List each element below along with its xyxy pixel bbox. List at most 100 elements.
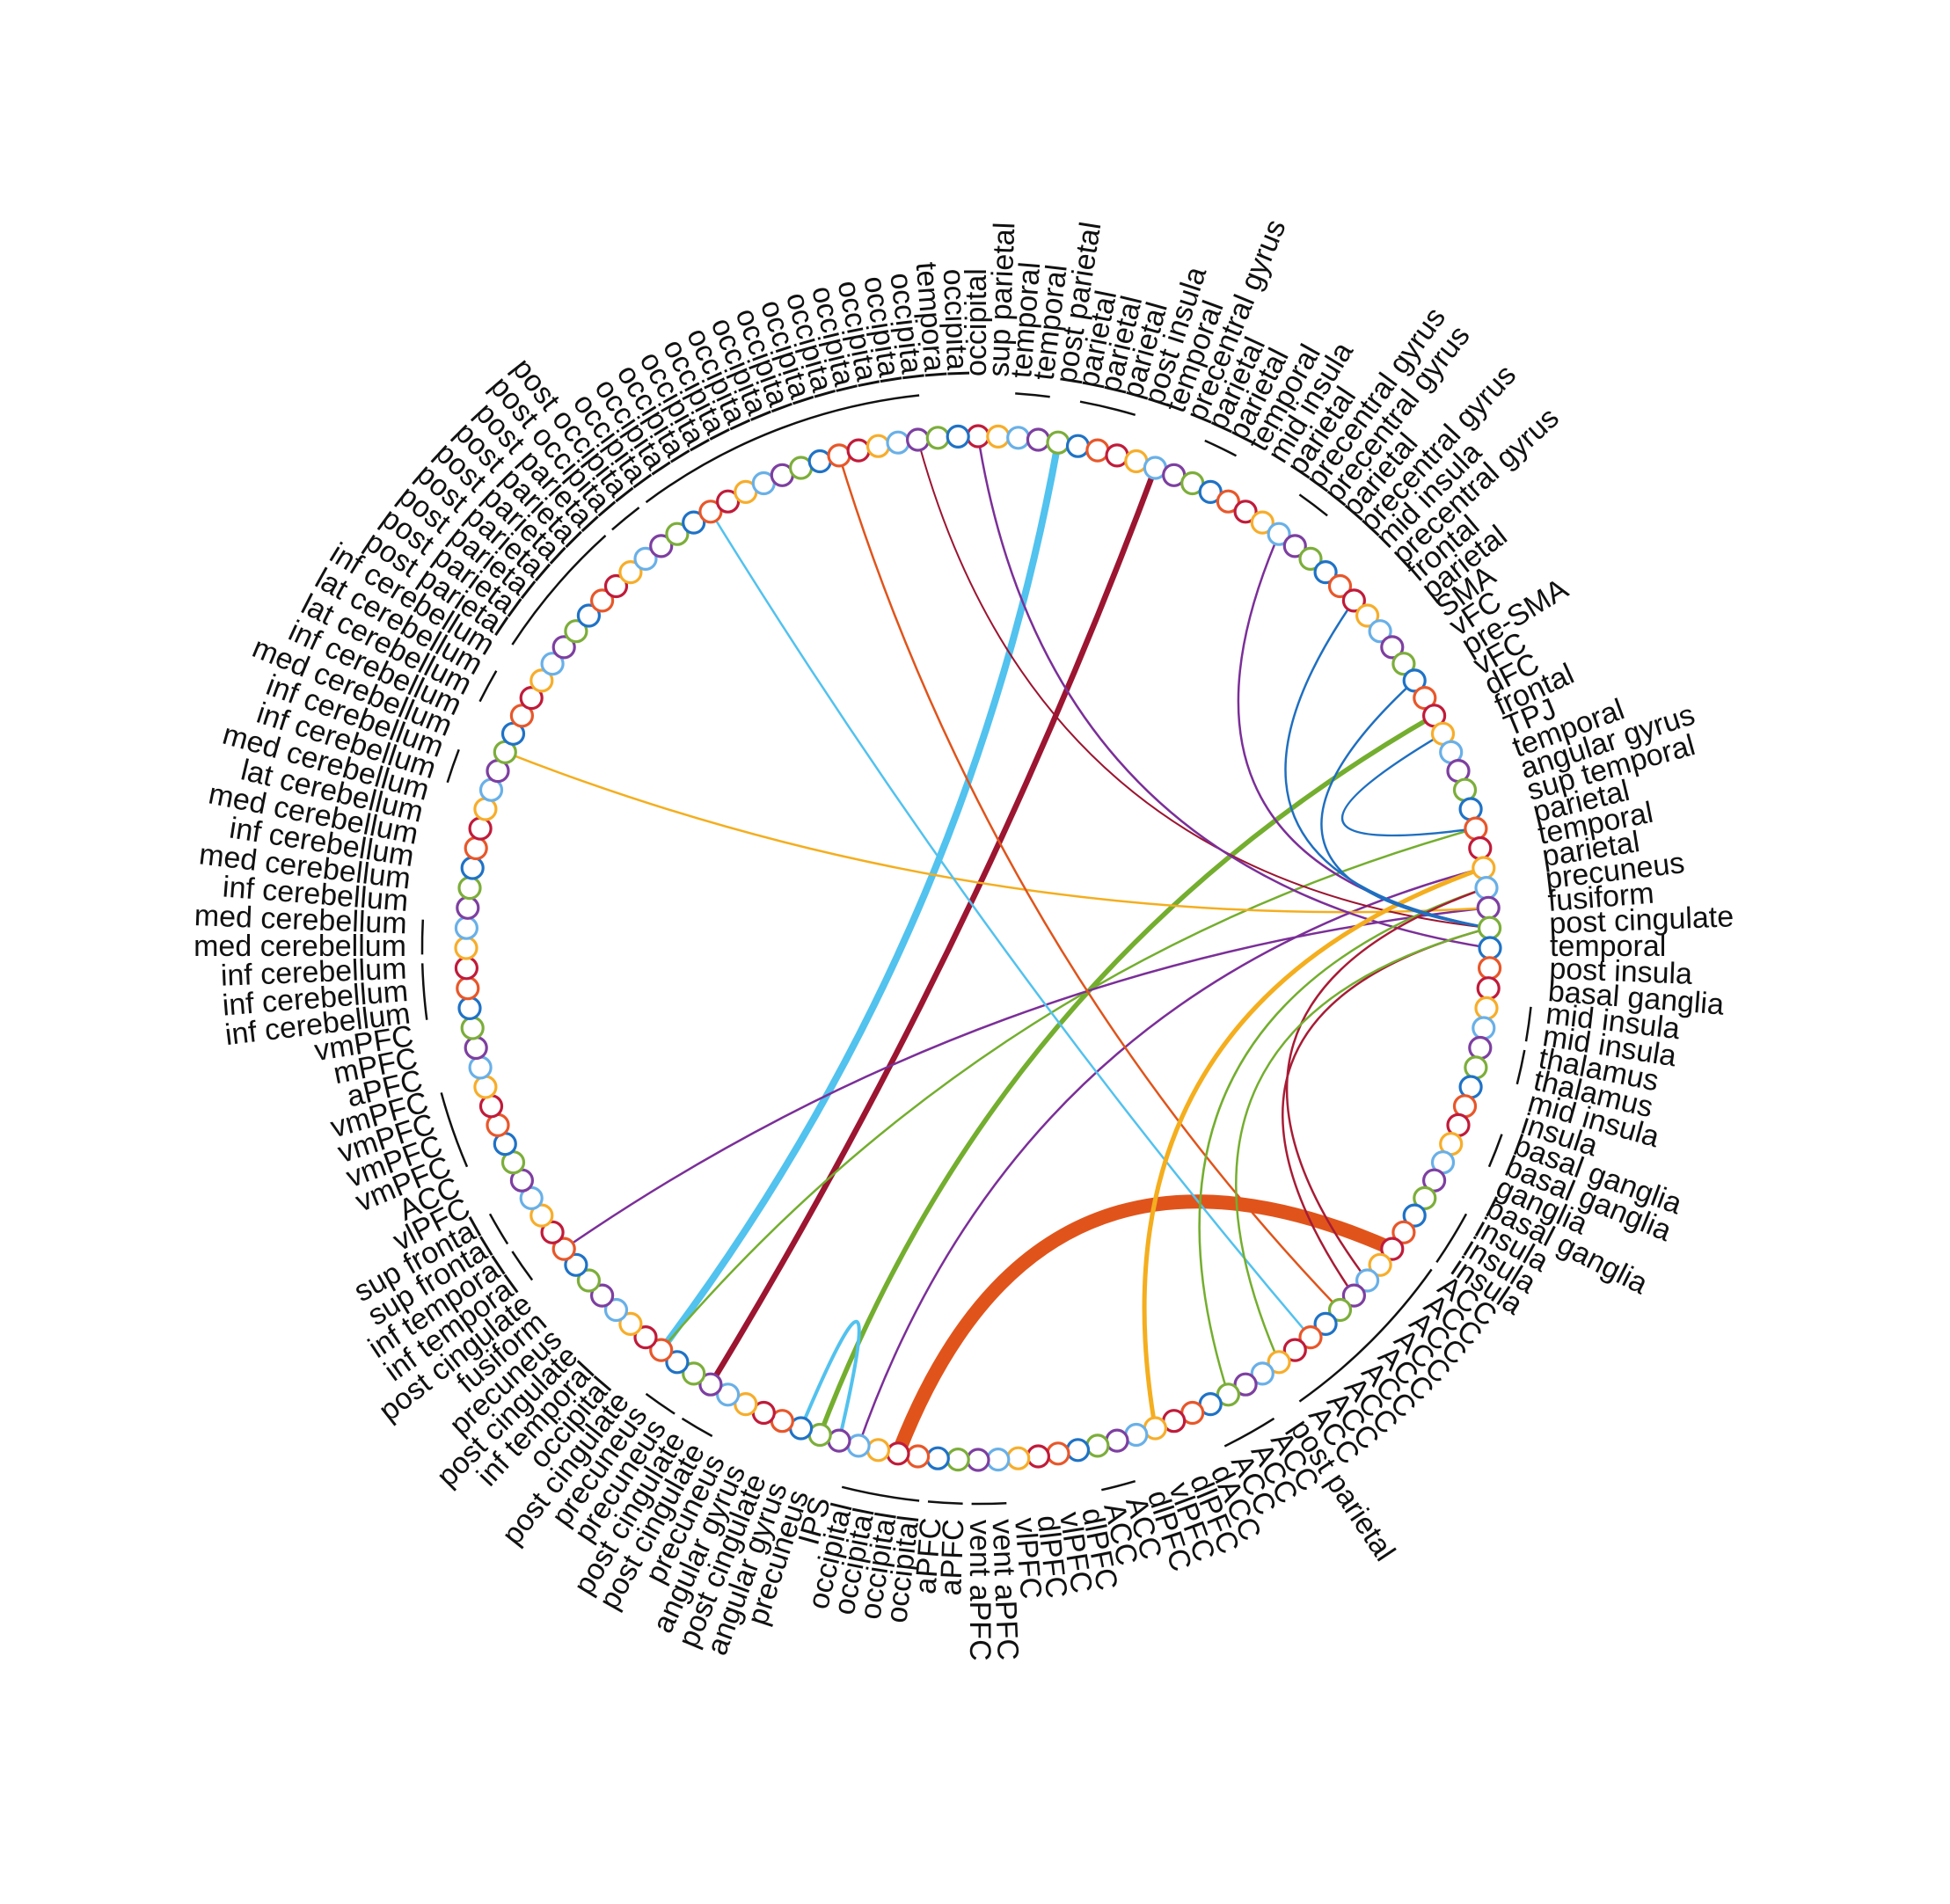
region-node: [649, 534, 674, 558]
region-node: [1006, 1446, 1031, 1470]
region-node: [715, 1382, 741, 1407]
region-node: [456, 895, 480, 920]
region-node: [1006, 426, 1031, 450]
connection-link: [660, 827, 1478, 1352]
region-node: [1355, 603, 1380, 628]
label-bracket: [1515, 1049, 1526, 1085]
region-node: [966, 1448, 990, 1472]
connection-link: [799, 1319, 861, 1443]
region-node: [618, 559, 643, 585]
region-label: vent aPFC: [986, 1519, 1025, 1661]
connection-link: [562, 907, 1490, 1251]
region-node: [1468, 1035, 1493, 1061]
region-node: [1105, 1428, 1129, 1453]
region-node: [865, 434, 891, 458]
label-bracket: [511, 534, 607, 646]
region-node: [457, 996, 482, 1021]
connection-link: [837, 454, 1341, 1311]
connection-link: [917, 439, 1491, 930]
region-label: aPFC: [934, 1519, 970, 1596]
region-node: [1046, 430, 1070, 455]
connection-link: [1286, 886, 1488, 1282]
region-node: [1298, 1324, 1323, 1350]
region-node: [925, 1446, 950, 1470]
region-node: [865, 1438, 891, 1463]
connection-link: [709, 510, 1312, 1339]
region-node: [576, 603, 602, 628]
region-node: [633, 1324, 658, 1350]
label-bracket: [488, 1213, 509, 1245]
region-node: [1065, 1438, 1091, 1463]
region-node: [1474, 996, 1499, 1021]
label-brackets: [420, 392, 1532, 1506]
region-node: [603, 1297, 629, 1323]
region-node: [846, 1433, 871, 1458]
region-node: [1391, 1220, 1416, 1244]
region-node: [698, 500, 723, 524]
region-node: [1472, 1016, 1496, 1040]
region-node: [1046, 1441, 1070, 1466]
region-label: vlPFC: [1008, 1516, 1048, 1600]
region-node: [946, 1447, 970, 1472]
region-node: [603, 573, 629, 599]
label-bracket: [1204, 439, 1238, 457]
label-bracket: [645, 394, 920, 504]
region-node: [1355, 1268, 1380, 1293]
region-node: [1327, 573, 1353, 599]
region-node: [1085, 1433, 1110, 1458]
label-bracket: [1487, 1134, 1503, 1168]
label-bracket: [446, 748, 460, 784]
region-node: [1327, 1297, 1353, 1323]
region-node: [1216, 489, 1241, 514]
region-node: [589, 1283, 615, 1308]
region-node: [454, 956, 479, 981]
label-bracket: [1079, 400, 1136, 416]
region-node: [519, 685, 544, 711]
region-label: occipital: [960, 268, 993, 376]
region-node: [1026, 1444, 1051, 1469]
region-label: fusiform: [1546, 877, 1655, 918]
region-node: [1391, 652, 1416, 676]
region-label: inf cerebellum: [220, 952, 407, 993]
region-node: [576, 1268, 602, 1293]
connection-link: [1320, 679, 1491, 930]
region-node: [1313, 1311, 1338, 1337]
region-node: [454, 936, 478, 960]
connection-link: [1340, 733, 1478, 837]
region-label: sup parietal: [982, 222, 1022, 377]
region-label: post insula: [1549, 952, 1693, 991]
region-node: [1380, 1237, 1405, 1261]
region-node: [1341, 588, 1367, 613]
label-bracket: [1298, 1268, 1433, 1403]
region-node: [540, 1220, 565, 1244]
region-label: temporal: [1550, 930, 1666, 963]
region-node: [1468, 835, 1493, 861]
connection-link: [707, 464, 1158, 1388]
region-node: [1368, 619, 1392, 644]
region-node: [551, 635, 576, 660]
region-node: [468, 816, 493, 841]
region-node: [1476, 895, 1501, 920]
region-node: [460, 856, 485, 880]
region-node: [1413, 1185, 1437, 1211]
label-bracket: [971, 1501, 1007, 1506]
label-bracket: [1223, 1417, 1275, 1448]
label-bracket: [420, 963, 428, 1020]
region-node: [454, 916, 479, 940]
region-node: [905, 427, 931, 452]
region-node: [1464, 816, 1488, 841]
region-label: med cerebellum: [194, 899, 407, 940]
region-node: [665, 522, 690, 546]
label-bracket: [420, 919, 425, 955]
connection-link: [504, 751, 1490, 914]
region-node: [846, 438, 871, 463]
region-node: [564, 1252, 588, 1277]
region-node: [1267, 522, 1291, 546]
region-node: [564, 619, 588, 644]
connection-link: [817, 713, 1437, 1438]
region-node: [540, 652, 565, 676]
connection-link: [1142, 865, 1486, 1431]
region-node: [551, 1237, 576, 1261]
region-node: [1250, 510, 1274, 535]
